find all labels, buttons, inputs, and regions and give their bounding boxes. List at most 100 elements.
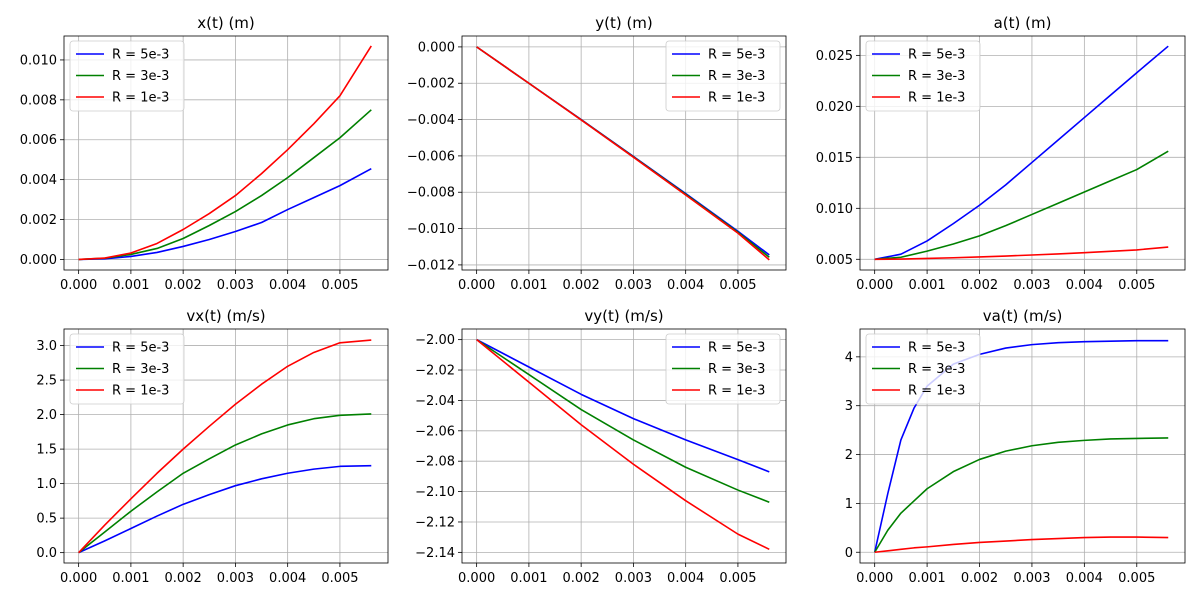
y-tick-label: −0.004 bbox=[407, 113, 455, 128]
subplot-1: 0.000 0.001 0.002 0.003 0.004 0.005 0.000 0.002… bbox=[20, 14, 389, 293]
legend-label: R = 5e-3 bbox=[708, 341, 765, 356]
legend-label: R = 3e-3 bbox=[908, 362, 965, 377]
y-tick-label: −0.010 bbox=[407, 222, 455, 237]
x-tick-label: 0.005 bbox=[1118, 571, 1155, 586]
x-tick-label: 0.005 bbox=[321, 278, 358, 293]
y-tick-label: −0.008 bbox=[407, 186, 455, 201]
x-tick-label: 0.004 bbox=[1066, 278, 1103, 293]
y-tick-label: −2.00 bbox=[415, 333, 455, 348]
y-tick-label: 0.002 bbox=[20, 213, 57, 228]
x-tick-label: 0.005 bbox=[1118, 278, 1155, 293]
x-tick-label: 0.004 bbox=[269, 571, 306, 586]
x-tick-label: 0.003 bbox=[1013, 571, 1050, 586]
legend-label: R = 3e-3 bbox=[708, 69, 765, 84]
x-tick-label: 0.002 bbox=[563, 571, 600, 586]
y-tick-label: 0.004 bbox=[20, 173, 57, 188]
y-tick-label: 0.025 bbox=[816, 49, 853, 64]
legend-box bbox=[665, 40, 781, 112]
legend: R = 5e-3 R = 3e-3 R = 1e-3 bbox=[69, 40, 185, 112]
y-tick-label: 0.005 bbox=[816, 253, 853, 268]
y-tick-label: −2.08 bbox=[415, 455, 455, 470]
x-tick-label: 0.004 bbox=[1066, 571, 1103, 586]
x-tick-label: 0.000 bbox=[458, 571, 495, 586]
y-tick-label: 0.0 bbox=[36, 546, 57, 561]
x-tick-label: 0.002 bbox=[165, 571, 202, 586]
chart-title: vy(t) (m/s) bbox=[584, 307, 663, 325]
x-tick-label: 0.003 bbox=[1013, 278, 1050, 293]
axes-frame bbox=[461, 328, 787, 564]
x-tick-label: 0.001 bbox=[112, 278, 149, 293]
subplot-2: 0.000 0.001 0.002 0.003 0.004 0.005 0.000 −0.00… bbox=[407, 14, 787, 293]
x-tick-label: 0.004 bbox=[667, 278, 704, 293]
y-tick-label: 2 bbox=[845, 448, 853, 463]
y-tick-label: −2.04 bbox=[415, 394, 455, 409]
y-tick-label: 0.010 bbox=[20, 53, 57, 68]
subplot-3: 0.000 0.001 0.002 0.003 0.004 0.005 0.005 0.010… bbox=[816, 14, 1186, 293]
series-line-2 bbox=[873, 437, 1169, 553]
x-tick-label: 0.001 bbox=[908, 278, 945, 293]
y-tick-label: 4 bbox=[845, 350, 853, 365]
series-line-3 bbox=[476, 339, 770, 551]
legend: R = 5e-3 R = 3e-3 R = 1e-3 bbox=[865, 333, 981, 405]
y-tick-label: −2.10 bbox=[415, 485, 455, 500]
series-line-3 bbox=[476, 46, 770, 261]
legend-label: R = 5e-3 bbox=[708, 48, 765, 63]
x-tick-label: 0.005 bbox=[719, 571, 756, 586]
subplot-5: 0.000 0.001 0.002 0.003 0.004 0.005 −2.00 −2.02… bbox=[415, 307, 787, 586]
y-tick-label: −0.012 bbox=[407, 258, 455, 273]
x-tick-label: 0.000 bbox=[458, 278, 495, 293]
series-line-2 bbox=[476, 338, 770, 503]
legend-box bbox=[665, 333, 781, 405]
chart-title: a(t) (m) bbox=[994, 14, 1052, 32]
y-tick-label: 0.010 bbox=[816, 202, 853, 217]
series-line-1 bbox=[78, 167, 372, 261]
subplot-4: 0.000 0.001 0.002 0.003 0.004 0.005 0.0 0.5 1.0 1… bbox=[36, 307, 389, 586]
series-line-3 bbox=[78, 339, 372, 554]
y-tick-label: 2.0 bbox=[36, 408, 57, 423]
x-tick-label: 0.004 bbox=[667, 571, 704, 586]
y-tick-label: 0.008 bbox=[20, 93, 57, 108]
series-line-3 bbox=[874, 246, 1169, 261]
x-tick-label: 0.000 bbox=[856, 571, 893, 586]
x-tick-label: 0.003 bbox=[615, 571, 652, 586]
legend-label: R = 3e-3 bbox=[112, 362, 169, 377]
x-tick-label: 0.001 bbox=[112, 571, 149, 586]
x-tick-label: 0.003 bbox=[217, 278, 254, 293]
y-tick-label: 0.015 bbox=[816, 151, 853, 166]
y-tick-label: 0.5 bbox=[36, 512, 57, 527]
series-line-1 bbox=[476, 338, 770, 473]
series-line-2 bbox=[78, 413, 372, 554]
x-tick-label: 0.001 bbox=[510, 278, 547, 293]
legend-label: R = 1e-3 bbox=[708, 384, 765, 399]
x-tick-label: 0.001 bbox=[908, 571, 945, 586]
chart-title: vx(t) (m/s) bbox=[186, 307, 265, 325]
y-tick-label: 0.000 bbox=[418, 40, 455, 55]
legend-label: R = 5e-3 bbox=[112, 341, 169, 356]
y-tick-label: −2.06 bbox=[415, 424, 455, 439]
series-line-2 bbox=[78, 109, 372, 261]
x-tick-label: 0.000 bbox=[60, 571, 97, 586]
axes-frame bbox=[461, 35, 787, 271]
x-tick-label: 0.000 bbox=[60, 278, 97, 293]
legend-label: R = 3e-3 bbox=[908, 69, 965, 84]
x-tick-label: 0.000 bbox=[856, 278, 893, 293]
x-tick-label: 0.002 bbox=[165, 278, 202, 293]
y-tick-label: −2.14 bbox=[415, 546, 455, 561]
series-line-1 bbox=[874, 45, 1169, 261]
y-tick-label: −0.002 bbox=[407, 77, 455, 92]
axes-frame bbox=[859, 35, 1186, 271]
x-tick-label: 0.001 bbox=[510, 571, 547, 586]
chart-title: y(t) (m) bbox=[595, 14, 653, 32]
y-tick-label: 3 bbox=[845, 399, 853, 414]
legend-label: R = 1e-3 bbox=[112, 384, 169, 399]
x-tick-label: 0.002 bbox=[563, 278, 600, 293]
x-tick-label: 0.002 bbox=[961, 278, 998, 293]
x-tick-label: 0.005 bbox=[321, 571, 358, 586]
y-tick-label: 1.0 bbox=[36, 477, 57, 492]
legend-box bbox=[69, 333, 185, 405]
legend-label: R = 1e-3 bbox=[708, 91, 765, 106]
axes-frame bbox=[63, 35, 389, 271]
axes-frame bbox=[63, 328, 389, 564]
y-tick-label: −0.006 bbox=[407, 149, 455, 164]
legend-box bbox=[865, 333, 981, 405]
